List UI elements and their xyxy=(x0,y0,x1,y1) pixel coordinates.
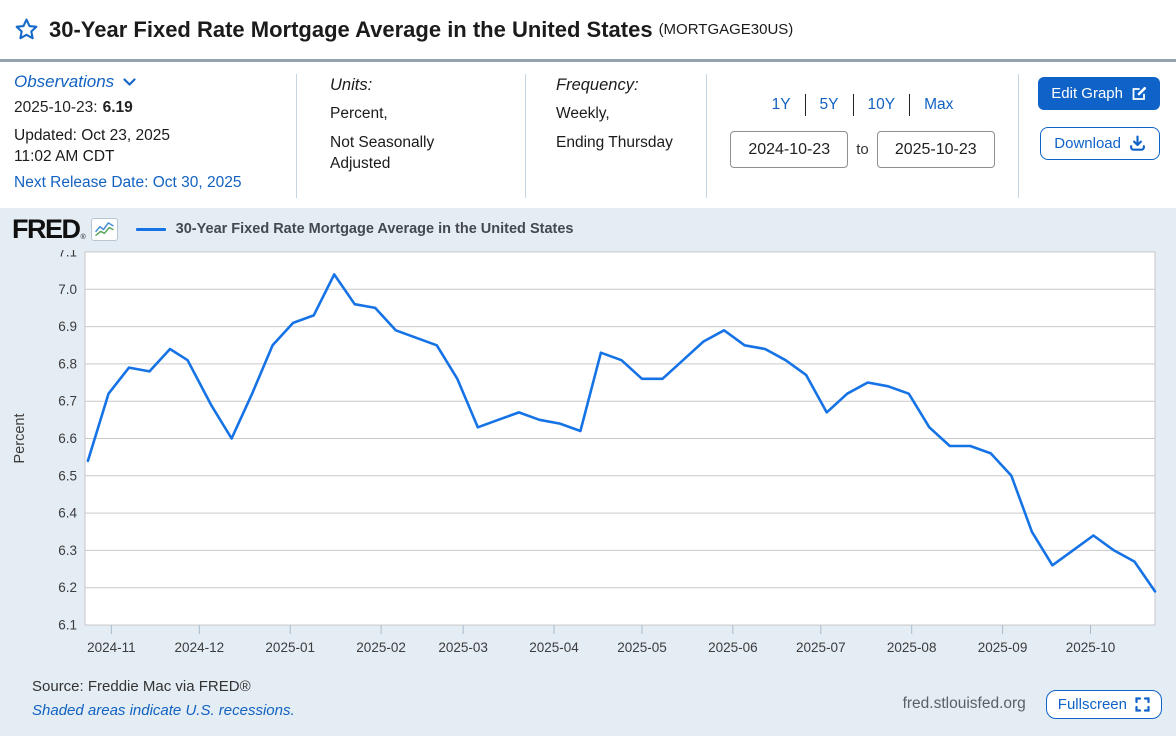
svg-text:6.4: 6.4 xyxy=(58,506,77,521)
svg-text:7.0: 7.0 xyxy=(58,282,77,297)
units-value-1: Percent, xyxy=(330,105,388,122)
divider xyxy=(1018,74,1019,198)
legend-series-label: 30-Year Fixed Rate Mortgage Average in t… xyxy=(175,221,574,237)
latest-observation-date: 2025-10-23: xyxy=(14,99,98,116)
svg-text:2025-07: 2025-07 xyxy=(796,640,846,655)
units-label: Units: xyxy=(330,76,373,94)
source-text: Source: Freddie Mac via FRED® xyxy=(32,678,251,695)
next-release-date: Next Release Date: Oct 30, 2025 xyxy=(14,174,242,191)
units-value-2: Not Seasonally Adjusted xyxy=(330,134,435,172)
svg-text:6.9: 6.9 xyxy=(58,319,77,334)
recession-note-link[interactable]: Shaded areas indicate U.S. recessions. xyxy=(32,702,295,719)
actions-panel: Edit Graph Download xyxy=(1019,62,1176,208)
to-label: to xyxy=(856,141,869,158)
svg-text:6.8: 6.8 xyxy=(58,356,77,371)
range-inputs: to xyxy=(730,131,995,168)
svg-text:7.1: 7.1 xyxy=(58,250,77,260)
chart-legend-row: FRED ® 30-Year Fixed Rate Mortgage Avera… xyxy=(0,208,1176,250)
end-date-input[interactable] xyxy=(876,131,995,168)
svg-text:2025-04: 2025-04 xyxy=(529,640,579,655)
date-range-panel: 1Y 5Y 10Y Max to xyxy=(707,62,1018,208)
fullscreen-icon xyxy=(1135,696,1150,712)
range-preset-5y[interactable]: 5Y xyxy=(819,96,839,113)
divider xyxy=(296,74,297,198)
chart-footer: Source: Freddie Mac via FRED® Shaded are… xyxy=(0,670,1176,736)
chart-section: FRED ® 30-Year Fixed Rate Mortgage Avera… xyxy=(0,208,1176,670)
frequency-value-1: Weekly, xyxy=(556,105,610,122)
fred-logo[interactable]: FRED ® xyxy=(12,216,118,243)
mortgage-rate-line-chart[interactable]: 6.1 6.2 6.3 6.4 6.5 6.6 6.7 6.8 6.9 7.0 7.1 2024-11… xyxy=(0,245,1176,665)
svg-text:2025-03: 2025-03 xyxy=(438,640,488,655)
svg-text:Percent: Percent xyxy=(12,414,28,464)
fred-sparkline-icon xyxy=(90,218,118,241)
svg-text:6.3: 6.3 xyxy=(58,543,77,558)
range-preset-10y[interactable]: 10Y xyxy=(867,96,896,113)
svg-text:6.1: 6.1 xyxy=(58,618,77,633)
chevron-down-icon xyxy=(123,77,136,86)
svg-text:6.5: 6.5 xyxy=(58,468,77,483)
download-icon xyxy=(1130,135,1145,151)
footer-notes: Source: Freddie Mac via FRED® Shaded are… xyxy=(0,670,903,736)
edit-graph-button[interactable]: Edit Graph xyxy=(1038,77,1160,110)
preset-separator xyxy=(909,94,911,116)
svg-text:2024-12: 2024-12 xyxy=(175,640,225,655)
page-title: 30-Year Fixed Rate Mortgage Average in t… xyxy=(49,16,653,42)
svg-text:6.6: 6.6 xyxy=(58,431,77,446)
series-meta-bar: Observations 2025-10-23: 6.19 Updated: Oc… xyxy=(0,62,1176,208)
divider xyxy=(525,74,526,198)
svg-text:2025-01: 2025-01 xyxy=(265,640,315,655)
frequency-value-2: Ending Thursday xyxy=(556,134,673,151)
favorite-star-icon[interactable] xyxy=(14,17,39,42)
range-preset-max[interactable]: Max xyxy=(924,96,954,113)
svg-text:2025-08: 2025-08 xyxy=(887,640,937,655)
observations-panel: Observations 2025-10-23: 6.19 Updated: Oc… xyxy=(0,62,296,208)
range-preset-1y[interactable]: 1Y xyxy=(771,96,791,113)
updated-timestamp: Updated: Oct 23, 2025 11:02 AM CDT xyxy=(14,127,170,165)
download-button[interactable]: Download xyxy=(1040,127,1160,160)
svg-text:2025-09: 2025-09 xyxy=(978,640,1028,655)
range-presets: 1Y 5Y 10Y Max xyxy=(758,94,968,116)
footer-actions: fred.stlouisfed.org Fullscreen xyxy=(903,684,1176,724)
frequency-label: Frequency: xyxy=(556,76,639,94)
svg-text:6.2: 6.2 xyxy=(58,580,77,595)
start-date-input[interactable] xyxy=(730,131,849,168)
page-header: 30-Year Fixed Rate Mortgage Average in t… xyxy=(0,0,1176,62)
legend-line-sample xyxy=(135,227,166,231)
svg-text:2025-05: 2025-05 xyxy=(617,640,667,655)
preset-separator xyxy=(804,94,806,116)
latest-observation-value: 6.19 xyxy=(102,99,133,116)
latest-observation: 2025-10-23: 6.19 xyxy=(14,99,282,117)
svg-text:2024-11: 2024-11 xyxy=(87,640,136,655)
fullscreen-button[interactable]: Fullscreen xyxy=(1045,689,1162,719)
preset-separator xyxy=(852,94,854,116)
units-panel: Units: Percent, Not Seasonally Adjusted xyxy=(297,62,525,208)
observations-dropdown[interactable]: Observations xyxy=(14,72,136,92)
svg-text:2025-10: 2025-10 xyxy=(1066,640,1116,655)
divider xyxy=(706,74,707,198)
frequency-panel: Frequency: Weekly, Ending Thursday xyxy=(526,62,706,208)
svg-text:6.7: 6.7 xyxy=(58,394,77,409)
svg-text:2025-06: 2025-06 xyxy=(708,640,758,655)
series-id: (MORTGAGE30US) xyxy=(658,21,794,38)
edit-icon xyxy=(1132,86,1146,100)
svg-text:2025-02: 2025-02 xyxy=(356,640,406,655)
site-url: fred.stlouisfed.org xyxy=(902,695,1026,712)
